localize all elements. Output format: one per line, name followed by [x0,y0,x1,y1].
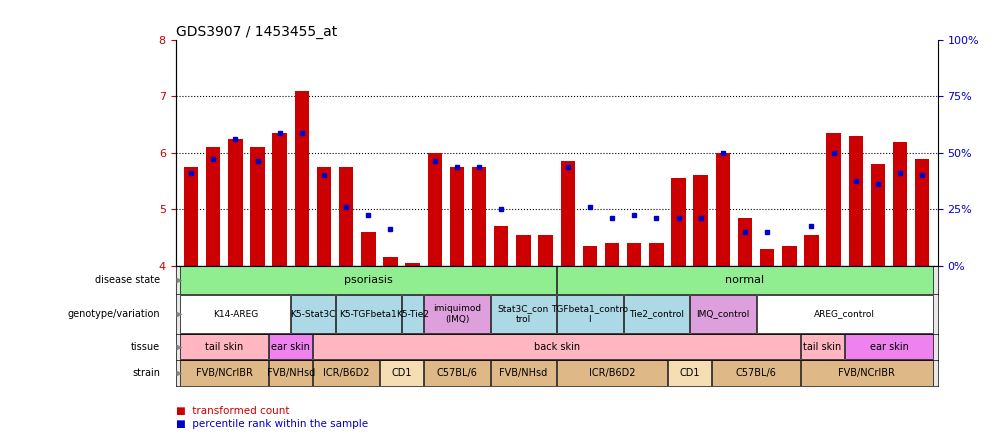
Bar [711,361,800,386]
Bar [317,167,331,266]
Bar [180,361,268,386]
Bar [250,147,265,266]
Bar [269,361,313,386]
Bar [516,235,530,266]
Bar [626,243,641,266]
Text: FVB/NHsd: FVB/NHsd [267,368,315,378]
Text: CD1: CD1 [391,368,412,378]
Bar [449,167,464,266]
Bar [402,295,423,333]
Bar [667,361,710,386]
Bar [383,258,397,266]
Text: tail skin: tail skin [803,342,841,352]
Bar [405,263,420,266]
Text: imiquimod
(IMQ): imiquimod (IMQ) [433,304,481,324]
Text: genotype/variation: genotype/variation [67,309,160,319]
Text: CD1: CD1 [678,368,699,378]
Text: tissue: tissue [131,342,160,352]
Text: Tie2_control: Tie2_control [628,309,683,318]
Bar [205,147,220,266]
Text: Stat3C_con
trol: Stat3C_con trol [497,304,548,324]
Text: K5-Tie2: K5-Tie2 [396,309,429,318]
Bar [892,142,907,266]
Text: TGFbeta1_contro
l: TGFbeta1_contro l [551,304,628,324]
Text: normal: normal [724,275,764,285]
Bar [715,153,729,266]
Bar [914,159,929,266]
Bar [560,161,574,266]
Bar [556,295,622,333]
Bar [180,266,556,294]
Text: strain: strain [132,368,160,378]
Text: AREG_control: AREG_control [814,309,875,318]
Bar [800,334,844,359]
Bar [380,361,423,386]
Bar [556,266,932,294]
Bar [782,246,796,266]
Bar [313,361,379,386]
Text: ear skin: ear skin [272,342,310,352]
Bar [870,164,885,266]
Bar [494,226,508,266]
Text: IMQ_control: IMQ_control [695,309,748,318]
Bar [756,295,932,333]
Bar [424,295,489,333]
Text: back skin: back skin [533,342,579,352]
Bar [826,133,840,266]
Bar [183,167,198,266]
Bar [490,361,556,386]
Bar [845,334,932,359]
Text: C57BL/6: C57BL/6 [734,368,776,378]
Text: ear skin: ear skin [869,342,908,352]
Text: K5-Stat3C: K5-Stat3C [290,309,336,318]
Text: ■  percentile rank within the sample: ■ percentile rank within the sample [175,419,368,429]
Bar [361,232,375,266]
Bar [295,91,309,266]
Bar [490,295,556,333]
Bar [180,295,290,333]
Text: psoriasis: psoriasis [344,275,393,285]
Bar [313,334,800,359]
Bar [339,167,353,266]
Bar [180,334,268,359]
Bar [291,295,335,333]
Text: tail skin: tail skin [205,342,243,352]
Bar [471,167,486,266]
Bar [269,334,313,359]
Bar [737,218,752,266]
Bar [670,178,685,266]
Bar [692,175,707,266]
Text: K14-AREG: K14-AREG [212,309,258,318]
Bar [227,139,242,266]
Text: ICR/B6D2: ICR/B6D2 [323,368,369,378]
Bar [848,136,862,266]
Text: GDS3907 / 1453455_at: GDS3907 / 1453455_at [175,25,337,39]
Text: FVB/NCrIBR: FVB/NCrIBR [838,368,895,378]
Bar [273,133,287,266]
Bar [424,361,489,386]
Text: ■  transformed count: ■ transformed count [175,406,289,416]
Text: FVB/NCrIBR: FVB/NCrIBR [195,368,253,378]
Text: disease state: disease state [95,275,160,285]
Bar [648,243,663,266]
Bar [582,246,596,266]
Text: FVB/NHsd: FVB/NHsd [499,368,547,378]
Bar [336,295,401,333]
Bar [623,295,688,333]
Bar [800,361,932,386]
Bar [556,361,666,386]
Bar [538,235,552,266]
Text: ICR/B6D2: ICR/B6D2 [588,368,634,378]
Bar [804,235,818,266]
Bar [760,249,774,266]
Bar [427,153,442,266]
Text: C57BL/6: C57BL/6 [436,368,477,378]
Bar [604,243,618,266]
Bar [689,295,755,333]
Text: K5-TGFbeta1: K5-TGFbeta1 [339,309,397,318]
